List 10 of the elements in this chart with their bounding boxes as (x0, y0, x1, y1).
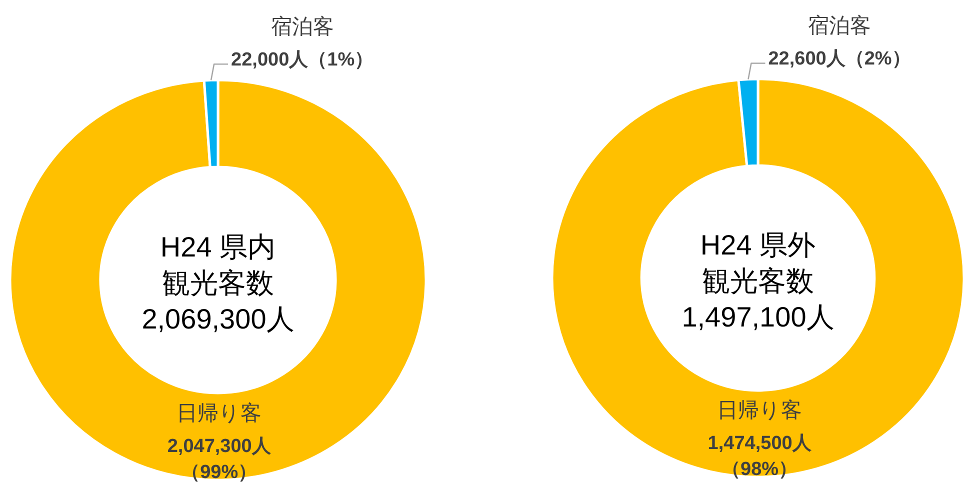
text: 1,497,100人 (682, 302, 834, 332)
data-label: 22,000人（1%） (231, 50, 374, 71)
text: H24 県内観光客数 (160, 232, 276, 298)
slice-label: 宿泊客 (270, 16, 334, 39)
slice-label: 日帰り客 (717, 399, 802, 422)
text: H24 県外観光客数 (700, 230, 816, 296)
slice-label: 日帰り客 (176, 402, 262, 425)
text: 2,069,300人 (142, 304, 294, 334)
data-label: 22,600人（2%） (768, 48, 911, 70)
slice-label: 宿泊客 (808, 14, 872, 38)
